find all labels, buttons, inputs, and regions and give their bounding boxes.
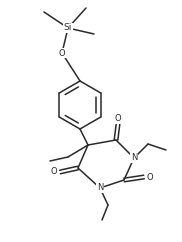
Text: N: N bbox=[131, 153, 137, 162]
Text: O: O bbox=[59, 48, 65, 58]
Text: O: O bbox=[51, 167, 57, 176]
Text: Si: Si bbox=[64, 23, 72, 32]
Text: N: N bbox=[97, 183, 103, 192]
Text: O: O bbox=[147, 173, 153, 182]
Text: O: O bbox=[115, 114, 121, 123]
